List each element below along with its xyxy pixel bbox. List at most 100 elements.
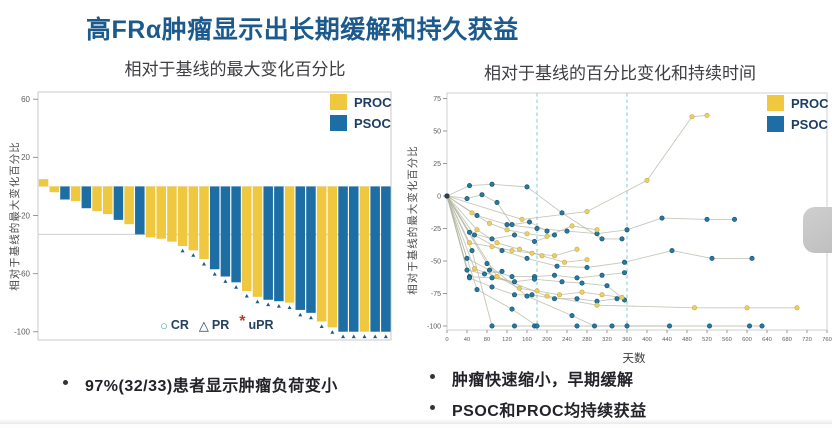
legend-label: PSOC [354,115,391,131]
pr-marker [341,334,346,339]
data-point [644,177,650,183]
data-point [534,323,540,329]
data-point [579,289,585,295]
data-point [499,268,505,274]
cr-symbol-icon: ○ [160,317,168,333]
bar [188,186,199,251]
data-point [499,248,505,254]
x-tick-label: 400 [642,337,652,343]
data-point [624,227,630,233]
data-point [487,220,493,226]
data-point [474,227,480,233]
pr-marker [191,253,196,257]
data-point [529,292,535,298]
data-point [487,267,493,273]
data-point [466,240,472,246]
x-tick-label: 120 [502,337,512,343]
pr-marker [373,334,378,339]
x-tick-label: 440 [662,337,672,343]
data-point [574,246,580,252]
data-point [504,222,510,228]
x-tick-label: 760 [822,337,832,343]
pr-marker [276,304,281,308]
data-point [544,233,550,239]
data-point [466,275,472,281]
pr-marker [212,272,217,276]
data-point [464,196,470,202]
bar [81,186,92,209]
video-player-overlay-handle[interactable] [803,207,832,253]
y-tick-label: 20 [21,153,30,162]
data-point [622,259,628,265]
data-point [481,271,487,277]
spider-plot: 75 50 25 0 -25 -50 -75 -100 0 40 80 120 160 200 240 280… [427,92,832,365]
data-point [584,209,590,215]
pr-marker [255,299,260,304]
x-tick-label: 40 [464,337,470,343]
pr-marker [202,261,207,266]
x-tick-label: 560 [722,337,732,343]
bar [145,186,156,238]
data-point [489,181,495,187]
bar [231,186,241,283]
x-tick-label: 360 [622,337,632,343]
data-point [552,253,558,259]
bar [156,186,166,239]
pr-marker [308,315,313,320]
response-marker-label: uPR [248,318,274,332]
bar [124,186,134,225]
y-tick-label: -100 [14,328,31,337]
bar [70,186,81,201]
proc-swatch [330,94,347,110]
bar [295,186,306,310]
data-point [534,226,540,232]
bar [242,186,252,292]
bar [338,186,348,332]
data-point [552,232,558,238]
bar [113,186,124,220]
data-point [509,274,515,280]
data-point [614,296,620,302]
data-point [746,323,752,329]
pr-marker [362,334,367,339]
data-point [489,236,495,242]
legend-item-psoc: PSOC [330,115,392,131]
data-point [749,255,755,261]
waterfall-bars [38,179,391,339]
data-point [691,305,697,311]
bar [252,186,263,297]
data-point [599,236,605,242]
waterfall-legend: PROC PSOC [330,94,392,131]
data-point [579,280,585,286]
x-tick-label: 320 [602,337,612,343]
data-point [659,215,665,221]
data-point [489,275,495,281]
data-point [466,183,472,189]
bar [327,186,338,328]
data-point [509,306,515,312]
data-point [524,255,530,261]
data-point [524,184,530,190]
bar [60,186,70,200]
data-point [489,284,495,290]
bar [102,186,113,215]
bullet-item: 肿瘤快速缩小，早期缓解 [422,366,822,390]
data-point [544,228,550,234]
data-point [669,248,675,254]
data-point [574,323,580,329]
x-tick-label: 280 [582,337,592,343]
y-tick-label: -20 [18,211,30,220]
data-point [469,248,475,254]
data-point [489,323,495,329]
pr-marker [330,330,335,334]
origin-point [444,193,450,199]
data-point [584,265,590,271]
data-point [474,287,480,293]
data-point [512,323,518,329]
bar [38,179,49,187]
bar [349,186,359,332]
data-point [704,216,710,222]
waterfall-chart: 60 20 -20 -60 -100 [14,91,392,341]
bar [381,186,391,332]
